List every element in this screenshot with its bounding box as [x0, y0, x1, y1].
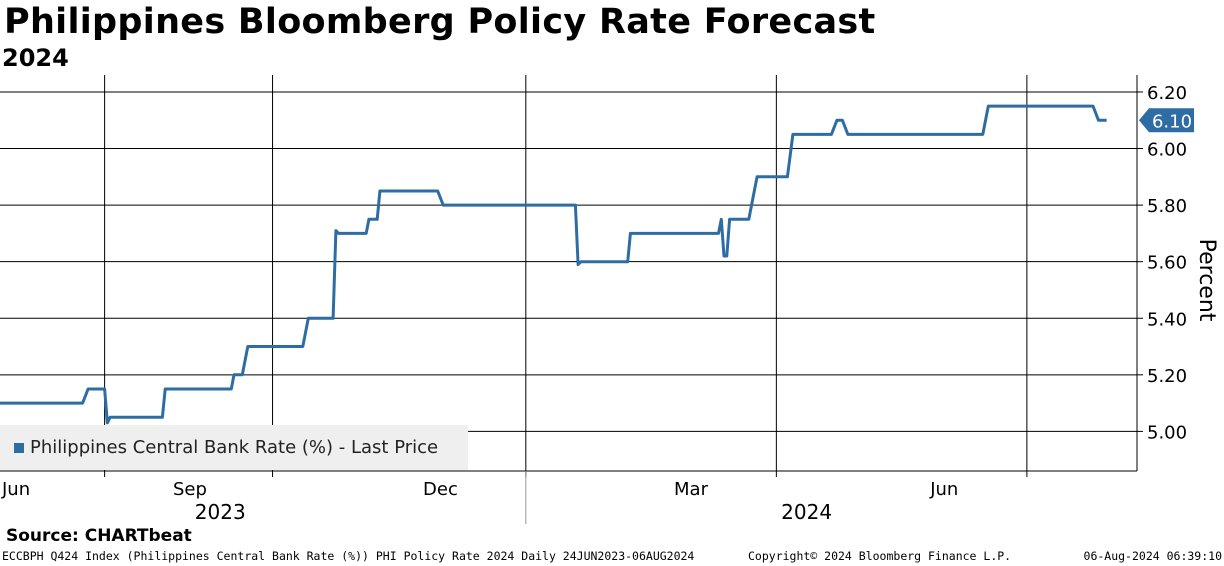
y-axis-label: Percent — [1194, 239, 1219, 322]
source-note: Source: CHARTbeat — [6, 526, 192, 546]
y-tick-label: 5.80 — [1147, 196, 1187, 217]
chart-subtitle: 2024 — [2, 44, 69, 72]
footer-copyright: Copyright© 2024 Bloomberg Finance L.P. — [748, 549, 1012, 563]
footer-timestamp: 06-Aug-2024 06:39:10 — [1083, 549, 1222, 563]
y-tick-label: 5.00 — [1147, 422, 1187, 443]
series-line — [0, 104, 1107, 425]
x-tick-label: Sep — [173, 479, 207, 500]
y-tick-label: 5.20 — [1147, 366, 1187, 387]
x-tick-label: Dec — [423, 479, 458, 500]
x-tick-label: Jun — [929, 479, 958, 500]
y-tick-label: 6.00 — [1147, 140, 1187, 161]
legend-label: Philippines Central Bank Rate (%) - Last… — [30, 437, 439, 458]
y-tick-label: 5.60 — [1147, 253, 1187, 274]
legend: Philippines Central Bank Rate (%) - Last… — [0, 425, 468, 470]
axes: 6.20 6.00 5.80 5.60 5.40 5.20 5.00 Jun Sep Dec Mar… — [0, 75, 1219, 524]
legend-swatch — [14, 442, 24, 453]
year-label: 2023 — [195, 500, 246, 524]
y-tick-label: 6.20 — [1147, 83, 1187, 104]
series-layer — [0, 104, 1107, 425]
y-tick-label: 5.40 — [1147, 309, 1187, 330]
last-value-label: 6.10 — [1152, 111, 1192, 132]
x-tick-label: Jun — [1, 479, 30, 500]
footer-index-info: ECCBPH Q424 Index (Philippines Central B… — [2, 549, 695, 563]
year-label: 2024 — [781, 500, 832, 524]
chart-title: Philippines Bloomberg Policy Rate Foreca… — [4, 2, 876, 42]
last-value-tag — [1139, 108, 1194, 133]
x-tick-label: Mar — [674, 479, 709, 500]
